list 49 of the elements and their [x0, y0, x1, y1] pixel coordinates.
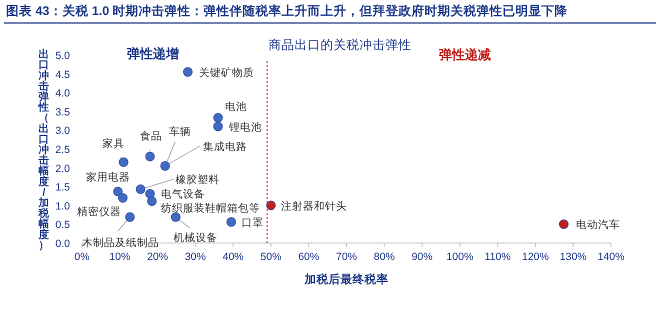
- y-tick-label: 3.0: [55, 125, 70, 138]
- y-tick-label: 1.5: [55, 182, 70, 194]
- annotation: 口罩: [241, 216, 264, 229]
- y-tick-label: 4.5: [55, 68, 70, 81]
- x-tick-label: 30%: [184, 251, 206, 263]
- y-tick-label: 5.0: [55, 50, 70, 62]
- annotation: 食品: [140, 130, 162, 143]
- x-tick-label: 70%: [336, 251, 358, 263]
- x-tick-label: 120%: [522, 251, 549, 263]
- annotation: 注射器和针头: [280, 199, 347, 212]
- annotation: 木制品及纸制品: [82, 236, 159, 250]
- y-tick-label: 2.0: [55, 162, 70, 175]
- annotation: 车辆: [169, 124, 192, 138]
- annotation: 机械设备: [174, 231, 218, 244]
- text: 出口冲击弹性（出口冲击幅度/加税幅度）: [38, 48, 50, 252]
- x-tick-label: 110%: [484, 251, 511, 263]
- x-tick-label: 50%: [260, 251, 282, 263]
- annotation: 锂电池: [228, 120, 262, 134]
- annotation: 电气设备: [161, 188, 206, 201]
- x-tick-label: 10%: [109, 251, 130, 263]
- y-tick-label: 0.5: [55, 219, 70, 232]
- annotation: 家具: [102, 137, 125, 150]
- annotation: 集成电路: [203, 140, 248, 153]
- x-tick-label: 140%: [598, 251, 624, 263]
- annotation: 弹性递减: [439, 47, 491, 62]
- x-tick-label: 60%: [298, 251, 320, 263]
- x-tick-label: 130%: [560, 251, 587, 263]
- annotation: 关键矿物质: [198, 66, 254, 79]
- x-tick-label: 100%: [446, 251, 474, 263]
- x-axis-title: 加税后最终税率: [304, 272, 388, 286]
- annotation: 纺织服装鞋帽箱包等: [160, 201, 260, 214]
- annotation: 橡胶塑料: [176, 173, 220, 186]
- annotation: 弹性递增: [127, 46, 179, 61]
- annotation: 家用电器: [86, 170, 130, 184]
- y-tick-label: 2.5: [55, 144, 70, 156]
- x-tick-label: 20%: [147, 251, 168, 263]
- y-tick-label: 1.0: [55, 200, 70, 212]
- x-tick-label: 40%: [222, 251, 244, 263]
- y-tick-label: 3.5: [55, 106, 70, 118]
- text: 商品出口的关税冲击弹性: [268, 38, 412, 52]
- annotation: 精密仪器: [76, 204, 121, 218]
- annotation: 电池: [225, 100, 248, 113]
- chart-title: 图表 43：关税 1.0 时期冲击弹性：弹性伴随税率上升而上升，但拜登政府时期关税弹性已明显下降: [6, 3, 569, 18]
- y-tick-label: 0.0: [55, 238, 70, 250]
- y-tick-label: 4.0: [55, 88, 70, 100]
- x-tick-label: 0%: [74, 251, 90, 263]
- x-tick-label: 80%: [374, 251, 395, 263]
- x-tick-label: 90%: [412, 251, 433, 263]
- annotation: 电动汽车: [576, 218, 620, 232]
